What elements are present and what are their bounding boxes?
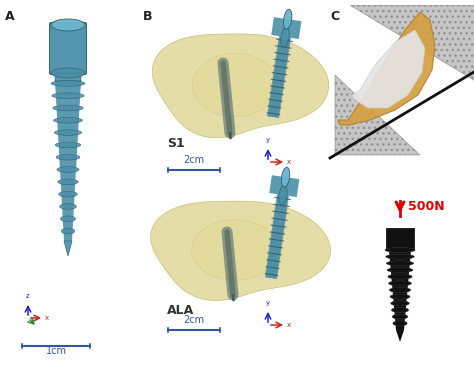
Ellipse shape <box>61 228 75 234</box>
Polygon shape <box>57 118 79 130</box>
Polygon shape <box>151 201 330 300</box>
Ellipse shape <box>51 81 85 86</box>
Ellipse shape <box>55 130 82 135</box>
Text: C: C <box>330 10 339 23</box>
Ellipse shape <box>385 247 415 253</box>
Ellipse shape <box>393 321 407 326</box>
Ellipse shape <box>386 254 414 259</box>
Ellipse shape <box>51 19 85 31</box>
Polygon shape <box>335 75 420 155</box>
Ellipse shape <box>57 167 79 172</box>
Polygon shape <box>59 155 77 167</box>
FancyBboxPatch shape <box>386 228 414 250</box>
Polygon shape <box>338 12 435 125</box>
Text: x: x <box>287 322 291 328</box>
Text: 2cm: 2cm <box>183 315 205 325</box>
FancyBboxPatch shape <box>49 22 86 75</box>
Polygon shape <box>191 220 278 280</box>
Polygon shape <box>352 30 425 108</box>
Ellipse shape <box>386 261 414 266</box>
Ellipse shape <box>52 93 84 98</box>
Polygon shape <box>55 93 80 106</box>
Text: 1cm: 1cm <box>46 346 66 356</box>
Polygon shape <box>152 34 328 138</box>
Ellipse shape <box>389 281 411 286</box>
Polygon shape <box>64 229 73 241</box>
Polygon shape <box>58 130 78 142</box>
Text: y: y <box>266 300 270 306</box>
Ellipse shape <box>388 274 412 279</box>
Ellipse shape <box>59 191 77 197</box>
Polygon shape <box>350 5 474 80</box>
Ellipse shape <box>282 167 290 187</box>
Polygon shape <box>192 53 278 117</box>
Text: S1: S1 <box>167 137 185 150</box>
Ellipse shape <box>279 185 287 205</box>
Ellipse shape <box>390 294 410 299</box>
Text: y: y <box>266 137 270 143</box>
Ellipse shape <box>54 117 82 123</box>
Polygon shape <box>64 241 72 256</box>
Polygon shape <box>396 330 404 342</box>
Ellipse shape <box>59 203 76 209</box>
Ellipse shape <box>391 301 409 306</box>
Polygon shape <box>58 142 78 155</box>
Ellipse shape <box>281 27 289 47</box>
Ellipse shape <box>58 179 78 185</box>
Polygon shape <box>56 106 80 118</box>
Ellipse shape <box>392 314 408 319</box>
Text: 2cm: 2cm <box>183 155 205 165</box>
Polygon shape <box>55 73 81 81</box>
Text: x: x <box>45 315 49 321</box>
Text: x: x <box>287 159 291 165</box>
Polygon shape <box>60 167 76 179</box>
Ellipse shape <box>392 307 409 313</box>
Ellipse shape <box>51 68 85 78</box>
Polygon shape <box>389 250 411 330</box>
Ellipse shape <box>387 268 413 273</box>
Text: A: A <box>5 10 15 23</box>
Polygon shape <box>62 204 74 216</box>
Text: B: B <box>143 10 153 23</box>
Ellipse shape <box>283 9 292 29</box>
Ellipse shape <box>55 142 81 148</box>
Ellipse shape <box>389 288 410 292</box>
Ellipse shape <box>53 105 83 111</box>
Polygon shape <box>55 81 81 93</box>
Text: 500N: 500N <box>408 201 445 213</box>
Ellipse shape <box>56 154 80 160</box>
Polygon shape <box>63 216 73 229</box>
Text: z: z <box>26 293 29 299</box>
Text: ALA: ALA <box>167 304 194 317</box>
Ellipse shape <box>60 216 76 221</box>
Polygon shape <box>61 192 75 204</box>
Polygon shape <box>61 179 75 192</box>
